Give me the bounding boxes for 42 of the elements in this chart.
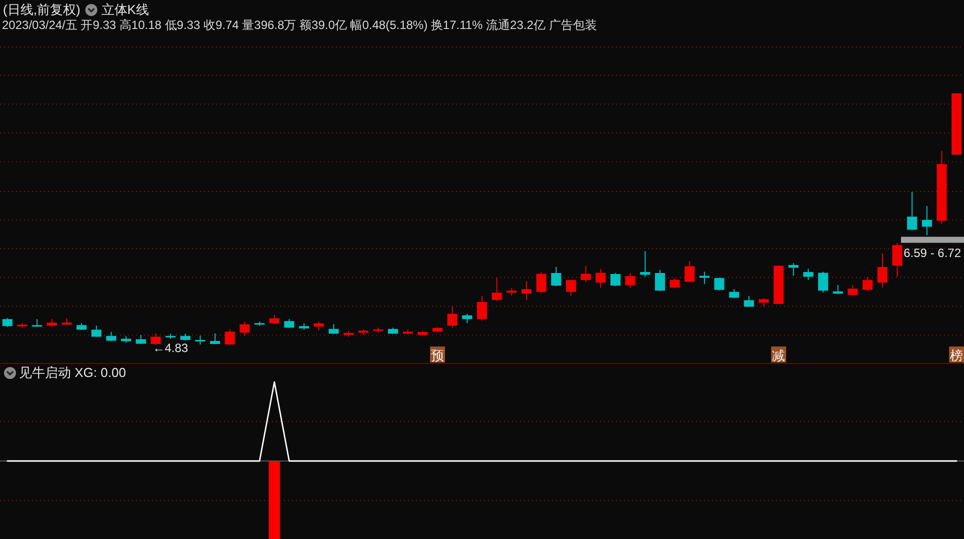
annotation: ←4.83 [152,341,188,355]
candlestick [106,331,116,342]
candlestick [462,313,472,324]
candlestick [640,250,650,278]
band-label: 6.59 - 6.72 [904,246,962,260]
candlestick [654,269,666,292]
candlestick [922,206,932,236]
candlestick [328,324,339,334]
candlestick [670,278,680,289]
text: 立体K线 [101,2,149,17]
candlestick [240,321,250,336]
candlestick [492,277,502,302]
chart-title: (日线,前复权) [3,2,80,17]
candlestick [91,325,102,338]
candlestick [269,314,280,325]
candlestick [224,328,235,346]
candlestick [610,272,621,287]
candlestick [536,272,546,294]
candlestick [521,280,532,300]
candlestick [862,276,873,292]
candlestick [729,288,740,299]
candlestick [848,284,858,296]
candlestick [580,265,591,283]
candlestick [476,295,488,322]
chart-subtitle: 2023/03/24/五 开9.33 高10.18 低9.33 收9.74 量396.8万 额39.0亿 幅0.48(5.18%) 换17.11% 流通23.2亿 广告包装 [2,18,597,32]
candlestick [566,279,576,296]
candlestick [625,272,636,289]
candlestick [803,268,814,281]
candlestick [744,295,754,308]
candlestick [447,306,458,328]
candlestick [150,332,161,346]
candlestick [907,191,918,230]
candlestick [596,268,606,288]
candlestick [684,260,695,283]
candlestick [892,242,902,278]
candlestick [818,271,828,294]
chart-title: 见牛启动 XG: 0.00 [19,365,126,380]
candlestick [714,277,724,291]
candlestick [551,266,562,287]
candlestick [699,271,710,285]
candlestick [136,334,146,344]
candlestick [877,252,888,288]
